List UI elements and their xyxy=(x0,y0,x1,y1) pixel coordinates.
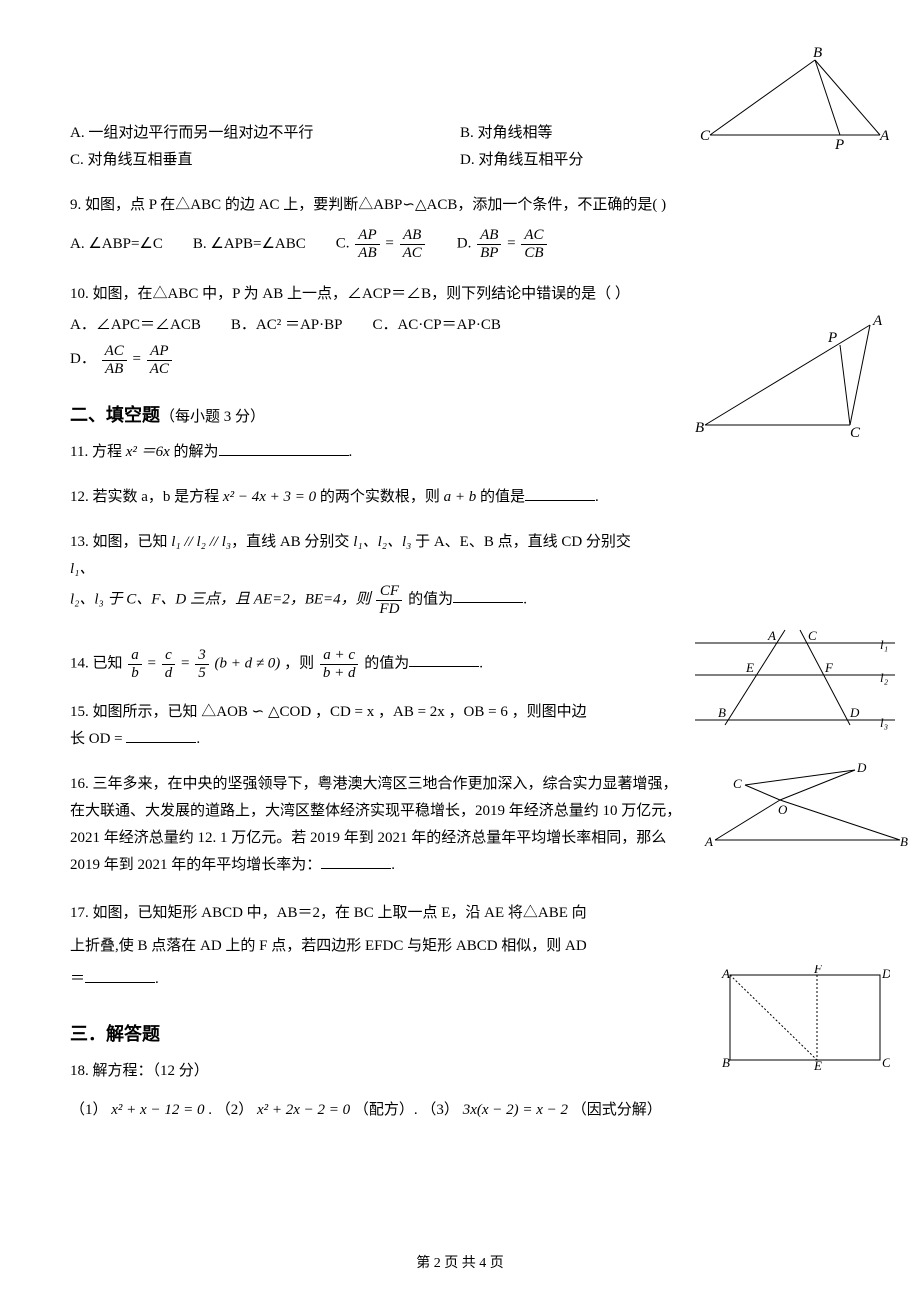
q9-optD: D. ABBP = ACCB xyxy=(457,227,549,261)
q15: 15. 如图所示，已知 △AOB ∽ △COD ，CD = x ，AB = 2x… xyxy=(70,699,850,753)
label-A: A xyxy=(879,128,890,144)
label-P: P xyxy=(827,330,837,346)
svg-text:D: D xyxy=(849,705,860,720)
q8-optB: B. 对角线相等 xyxy=(460,120,850,147)
q9: 9. 如图，点 P 在△ABC 的边 AC 上，要判断△ABP∽△ACB，添加一… xyxy=(70,192,850,261)
label-B: B xyxy=(695,420,704,436)
q14-blank[interactable] xyxy=(409,652,479,667)
q9-optA: A. ∠ABP=∠C xyxy=(70,231,163,258)
q10-optD: D． ACAB = APAC xyxy=(70,351,174,367)
q9-optB: B. ∠APB=∠ABC xyxy=(193,231,306,258)
q10-optB: B．AC² ＝AP·BP xyxy=(231,312,343,339)
q10-optA: A．∠APC＝∠ACB xyxy=(70,312,201,339)
svg-text:F: F xyxy=(813,965,823,976)
label-A: A xyxy=(872,313,883,329)
q17-blank[interactable] xyxy=(85,968,155,983)
svg-text:C: C xyxy=(808,628,817,643)
svg-text:C: C xyxy=(882,1055,890,1070)
svg-text:l₃: l₃ xyxy=(880,715,888,730)
page-footer: 第 2 页 共 4 页 xyxy=(0,1252,920,1272)
figure-triangle-q10: A B C P xyxy=(690,310,890,440)
svg-text:A: A xyxy=(767,628,776,643)
q8-optA: A. 一组对边平行而另一组对边不平行 xyxy=(70,120,460,147)
label-C: C xyxy=(850,425,861,440)
svg-text:D: D xyxy=(856,760,867,775)
q9-stem: 9. 如图，点 P 在△ABC 的边 AC 上，要判断△ABP∽△ACB，添加一… xyxy=(70,192,850,219)
svg-text:l₁: l₁ xyxy=(880,637,888,652)
q13: 13. 如图，已知 l₁ // l₂ // l₃，直线 AB 分别交 l₁、l₂… xyxy=(70,529,850,617)
figure-rectangle-q17: A F D B E C xyxy=(720,965,890,1070)
q9-optC: C. APAB = ABAC xyxy=(336,227,427,261)
svg-text:B: B xyxy=(900,834,908,849)
q11: 11. 方程 x² ＝6x 的解为. xyxy=(70,439,850,466)
svg-text:D: D xyxy=(881,966,890,981)
q10-optC: C．AC·CP＝AP·CB xyxy=(372,312,500,339)
q8-optD: D. 对角线互相平分 xyxy=(460,147,850,174)
q8-options: A. 一组对边平行而另一组对边不平行 B. 对角线相等 C. 对角线互相垂直 D… xyxy=(70,120,850,174)
q10-stem: 10. 如图，在△ABC 中，P 为 AB 上一点，∠ACP＝∠B，则下列结论中… xyxy=(70,281,850,308)
q13-blank[interactable] xyxy=(453,588,523,603)
label-B: B xyxy=(813,45,822,61)
q16-blank[interactable] xyxy=(321,854,391,869)
svg-text:A: A xyxy=(721,966,730,981)
q18: 18. 解方程：（12 分） （1） x² + x − 12 = 0 . （2）… xyxy=(70,1058,850,1124)
q15-blank[interactable] xyxy=(126,728,196,743)
q8-optC: C. 对角线互相垂直 xyxy=(70,147,460,174)
q12: 12. 若实数 a，b 是方程 x² − 4x + 3 = 0 的两个实数根，则… xyxy=(70,484,850,511)
q14: 14. 已知 ab = cd = 35 (b + d ≠ 0) ，则 a + c… xyxy=(70,647,850,681)
q12-blank[interactable] xyxy=(525,486,595,501)
svg-text:l₂: l₂ xyxy=(880,670,889,685)
q11-blank[interactable] xyxy=(219,441,349,456)
q16: 16. 三年多来，在中央的坚强领导下，粤港澳大湾区三地合作更加深入，综合实力显著… xyxy=(70,771,850,879)
q18-stem: 18. 解方程：（12 分） xyxy=(70,1058,850,1085)
